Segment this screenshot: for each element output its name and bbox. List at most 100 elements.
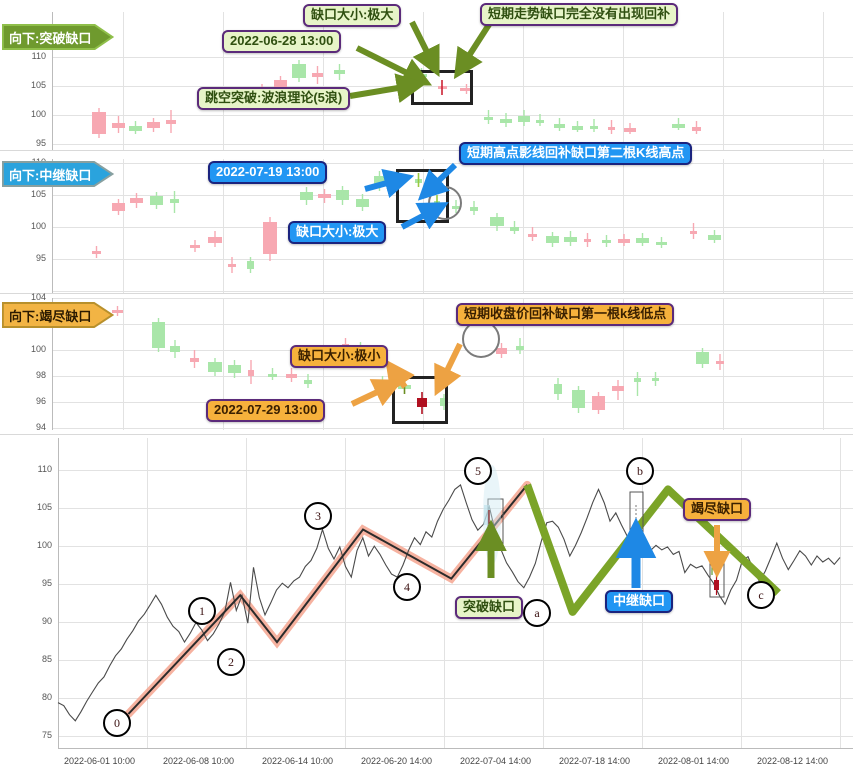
gridline: [58, 622, 853, 623]
y-tick-96: 96: [35, 396, 46, 406]
x-tick-4: 2022-07-04 14:00: [460, 756, 532, 766]
gridline: [58, 584, 853, 585]
panel-banner-exhaustion: 向下:竭尽缺口: [2, 302, 115, 328]
y-tick-100: 100: [30, 344, 46, 354]
gridline: [52, 115, 853, 116]
y-axis-line: [52, 159, 53, 293]
gridline: [123, 12, 124, 150]
gridline: [523, 12, 524, 150]
callout-gap-size-breakaway: 缺口大小:极大: [303, 4, 402, 28]
panel-banner-label: 向下:突破缺口: [9, 30, 92, 46]
wave-node-2: 2: [217, 648, 245, 676]
x-tick-7: 2022-08-12 14:00: [757, 756, 829, 766]
gridline: [223, 12, 224, 150]
y-tick-80: 80: [41, 692, 52, 702]
wave-node-0: 0: [103, 709, 131, 737]
gridline: [52, 428, 853, 429]
y-tick-95: 95: [35, 253, 46, 263]
wave-node-3: 3: [304, 502, 332, 530]
annotation-arrows-exhaustion: [350, 342, 463, 407]
x-tick-2: 2022-06-14 10:00: [262, 756, 334, 766]
gridline: [623, 159, 624, 293]
panel-runaway-gap: 110 105 100 95: [0, 142, 853, 293]
gridline: [52, 57, 853, 58]
gridline: [444, 438, 445, 748]
y-tick-105: 105: [36, 502, 52, 512]
panel-banner-label: 向下:竭尽缺口: [9, 308, 92, 324]
gridline: [52, 144, 853, 145]
gridline: [723, 12, 724, 150]
y-axis-line: [52, 12, 53, 150]
gridline: [52, 291, 853, 292]
callout-gap-note-exhaustion: 短期收盘价回补缺口第一根k线低点: [456, 303, 675, 327]
x-tick-1: 2022-06-08 10:00: [163, 756, 235, 766]
callout-gap-date-exhaustion: 2022-07-29 13:00: [206, 399, 326, 423]
annotation-arrows-breakaway: [349, 20, 493, 103]
gridline: [58, 736, 853, 737]
callout-gap-note-runaway: 短期高点影线回补缺口第二根K线高点: [459, 142, 693, 166]
panel-overview-elliott-wave: 110 105 100 95 90 85 80 75: [0, 435, 853, 778]
y-tick-95: 95: [41, 578, 52, 588]
gridline: [52, 324, 853, 325]
callout-runaway-gap-overview: 中继缺口: [605, 590, 674, 614]
gridline: [543, 438, 544, 748]
y-tick-98: 98: [35, 370, 46, 380]
panel-banner-runaway: 向下:中继缺口: [2, 161, 115, 187]
x-tick-5: 2022-07-18 14:00: [559, 756, 631, 766]
panel-breakaway-gap: 110 105 100 95: [0, 0, 853, 150]
gridline: [58, 546, 853, 547]
callout-gap-note-breakaway: 短期走势缺口完全没有出现回补: [480, 3, 679, 27]
y-tick-110: 110: [37, 464, 52, 474]
wave-node-a: a: [523, 599, 551, 627]
wave-node-1: 1: [188, 597, 216, 625]
gridline: [823, 298, 824, 430]
gridline: [52, 227, 853, 228]
y-tick-75: 75: [41, 730, 52, 740]
gridline: [423, 298, 424, 430]
y-axis-line: [58, 438, 59, 748]
x-tick-3: 2022-06-20 14:00: [361, 756, 433, 766]
gridline: [840, 438, 841, 748]
x-axis-line: [58, 748, 853, 749]
y-tick-100: 100: [36, 540, 52, 550]
y-tick-104: 104: [30, 292, 46, 302]
gridline: [52, 86, 853, 87]
gridline: [58, 660, 853, 661]
gridline: [52, 402, 853, 403]
y-tick-100: 100: [30, 221, 46, 231]
gridline: [123, 298, 124, 430]
wave-node-c: c: [747, 581, 775, 609]
gridline: [623, 298, 624, 430]
y-tick-94: 94: [35, 422, 46, 432]
banner-arrow-shape: [2, 302, 115, 328]
callout-gap-theory-breakaway: 跳空突破:波浪理论(5浪): [197, 87, 351, 111]
x-tick-6: 2022-08-01 14:00: [658, 756, 730, 766]
gridline: [123, 159, 124, 293]
gridline: [323, 12, 324, 150]
gridline: [223, 159, 224, 293]
gridline: [58, 698, 853, 699]
callout-gap-date-breakaway: 2022-06-28 13:00: [222, 30, 342, 54]
y-tick-85: 85: [41, 654, 52, 664]
callout-gap-size-exhaustion: 缺口大小:极小: [290, 345, 389, 369]
gridline: [623, 12, 624, 150]
gridline: [58, 470, 853, 471]
panel-banner-breakaway: 向下:突破缺口: [2, 24, 115, 50]
wave-node-b: b: [626, 457, 654, 485]
panel-divider: [0, 150, 853, 151]
callout-gap-date-runaway: 2022-07-19 13:00: [208, 161, 328, 185]
annotation-arrows-runaway: [364, 162, 458, 230]
gridline: [723, 159, 724, 293]
y-tick-105: 105: [30, 189, 46, 199]
banner-arrow-shape: [2, 161, 115, 187]
gridline: [58, 508, 853, 509]
y-tick-95: 95: [35, 138, 46, 148]
gridline: [52, 298, 853, 299]
gridline: [523, 159, 524, 293]
gridline: [147, 438, 148, 748]
wave-node-5: 5: [464, 457, 492, 485]
y-tick-100: 100: [30, 109, 46, 119]
overview-price-chart: [57, 465, 841, 722]
callout-breakaway-gap-overview: 突破缺口: [455, 596, 524, 620]
wave-node-4: 4: [393, 573, 421, 601]
